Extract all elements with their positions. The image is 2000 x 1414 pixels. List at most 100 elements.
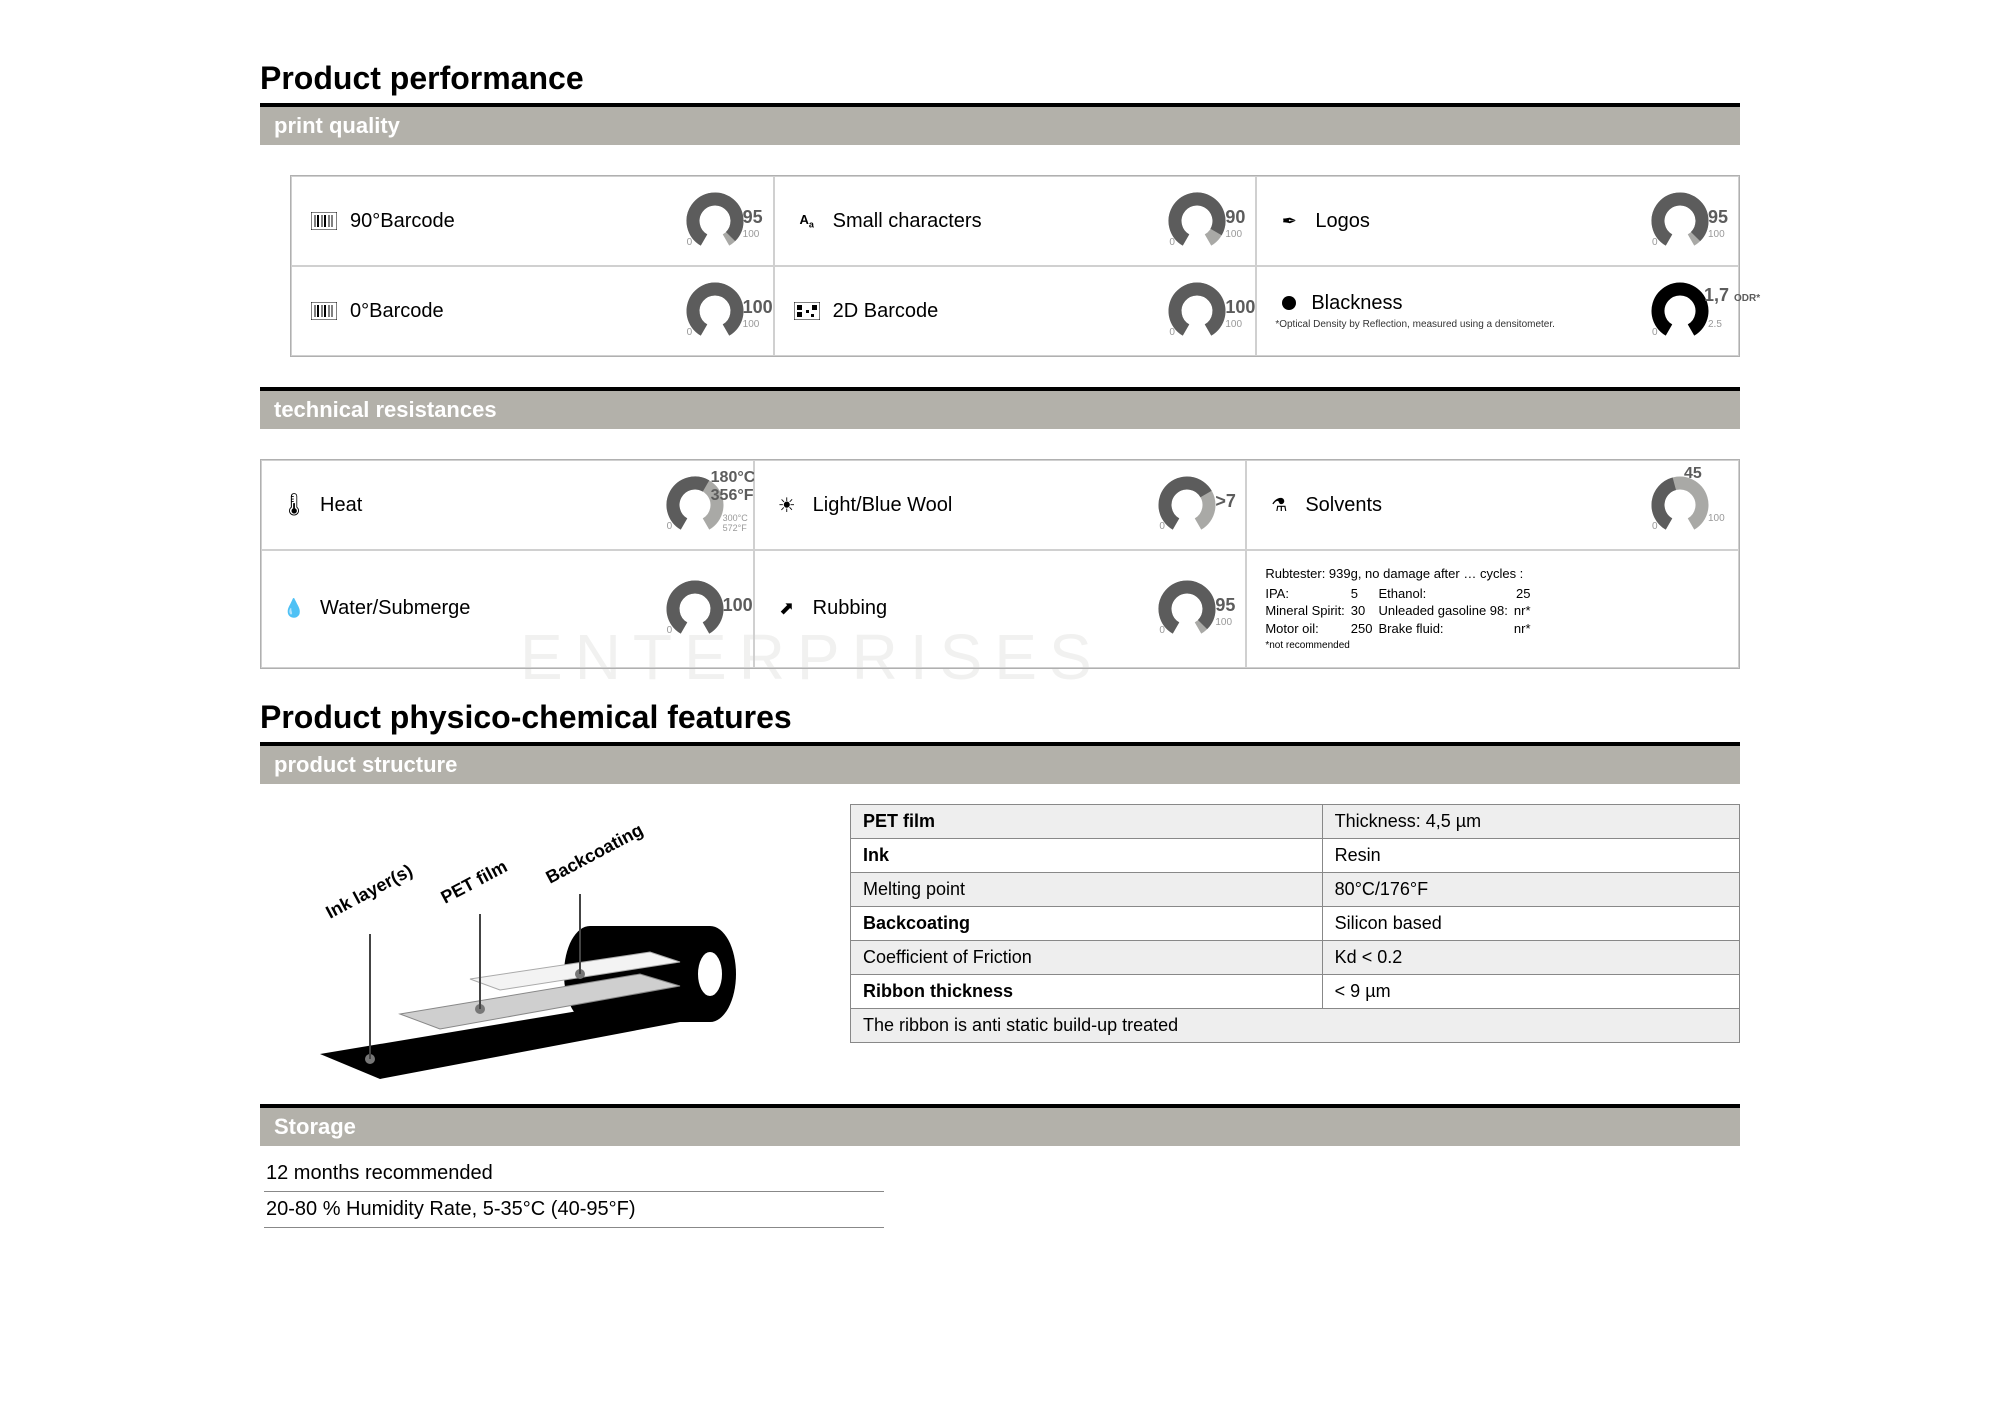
gauge-value: 95 [1215,595,1235,616]
gauge-value: 100 [743,297,773,318]
table-row: BackcoatingSilicon based [851,906,1740,940]
gauge: 1,7 ODR* 2.5 0 [1650,281,1720,341]
section-physico-title: Product physico-chemical features [260,699,1740,736]
gauge: 95 100 0 [1650,191,1720,251]
gauge-zero: 0 [1169,237,1175,248]
gauge-zero: 0 [1652,237,1658,248]
subheader-print-quality: print quality [260,107,1740,145]
gauge-value: 90 [1225,207,1245,228]
gauge-max: 100 [1225,319,1242,330]
rub-icon: ⬈ [773,598,801,620]
metric-label: Small characters [833,210,982,233]
table-row: InkResin [851,838,1740,872]
gauge: 95 100 0 [1157,579,1227,639]
storage-line: 20-80 % Humidity Rate, 5-35°C (40-95°F) [264,1192,884,1228]
gauge-zero: 0 [667,521,673,532]
sun-icon: ☀ [773,494,801,516]
section-performance-title: Product performance [260,60,1740,97]
cell: Kd < 0.2 [1322,940,1739,974]
metric-cell: 🌡 Heat 180°C356°F 300°C572°F 0 [261,460,754,550]
metric-label: Light/Blue Wool [813,494,953,517]
cell: Resin [1322,838,1739,872]
metric-label: Water/Submerge [320,597,470,620]
table-row: Coefficient of FrictionKd < 0.2 [851,940,1740,974]
diagram-label-pet: PET film [437,856,510,907]
gauge-zero: 0 [687,327,693,338]
metric-label: Logos [1315,210,1370,233]
barcode-icon [310,300,338,322]
metric-label: Rubbing [813,597,888,620]
metric-label: Blackness [1311,292,1402,315]
gauge: 100 100 0 [685,281,755,341]
metric-cell: Aa Small characters 90 100 0 [774,176,1257,266]
gauge-value: 95 [743,207,763,228]
solvent-table: IPA:5Ethanol:25Mineral Spirit:30Unleaded… [1265,585,1536,638]
ribbon-diagram: Ink layer(s) PET film Backcoating [260,804,820,1084]
metric-cell: Blackness *Optical Density by Reflection… [1256,266,1739,356]
print-quality-grid: 90°Barcode 95 100 0 Aa Small characters … [290,175,1740,357]
cell: 80°C/176°F [1322,872,1739,906]
metric-label: 90°Barcode [350,210,455,233]
gauge-zero: 0 [1652,327,1658,338]
gauge-max: 100 [743,229,760,240]
gauge: 90 100 0 [1167,191,1237,251]
gauge-value: 100 [1225,297,1255,318]
gauge-value: 45 [1684,465,1702,483]
metric-cell: 💧 Water/Submerge 100 0 [261,550,754,668]
spec-table: PET filmThickness: 4,5 µmInkResinMelting… [850,804,1740,1043]
storage-lines: 12 months recommended20-80 % Humidity Ra… [260,1146,1740,1228]
gauge-max: 100 [1225,229,1242,240]
metric-cell: 90°Barcode 95 100 0 [291,176,774,266]
solvent-detail-cell: Rubtester: 939g, no damage after … cycle… [1246,550,1739,668]
chars-icon: Aa [793,210,821,232]
metric-cell: 0°Barcode 100 100 0 [291,266,774,356]
gauge-value: >7 [1215,491,1236,512]
table-row: Ribbon thickness< 9 µm [851,974,1740,1008]
gauge-max: 300°C572°F [723,513,748,533]
solvent-text: Rubtester: 939g, no damage after … cycle… [1265,565,1536,653]
metric-label: Heat [320,494,362,517]
gauge-max: 100 [743,319,760,330]
gauge: 45 100 0 [1650,475,1720,535]
metric-label: Solvents [1305,494,1382,517]
cell: The ribbon is anti static build-up treat… [851,1008,1740,1042]
gauge-value: 100 [723,595,753,616]
logo-icon: ✒ [1275,210,1303,232]
subheader-tech-resist: technical resistances [260,391,1740,429]
gauge-max: 100 [1708,229,1725,240]
diagram-label-ink: Ink layer(s) [322,860,415,922]
gauge-value: 1,7 ODR* [1704,285,1760,306]
gauge: 100 0 [665,579,735,639]
cell: Melting point [851,872,1323,906]
subheader-storage: Storage [260,1108,1740,1146]
gauge-zero: 0 [687,237,693,248]
cell: Ink [851,838,1323,872]
diagram-label-back: Backcoating [542,819,646,887]
cell: Backcoating [851,906,1323,940]
metric-cell: ⚗ Solvents 45 100 0 [1246,460,1739,550]
gauge: 95 100 0 [685,191,755,251]
gauge: >7 0 [1157,475,1227,535]
cell: < 9 µm [1322,974,1739,1008]
subheader-structure: product structure [260,746,1740,784]
tech-resist-grid: 🌡 Heat 180°C356°F 300°C572°F 0 ☀ Light/B… [260,459,1740,669]
therm-icon: 🌡 [280,494,308,516]
metric-label: 2D Barcode [833,300,939,323]
metric-cell: ⬈ Rubbing 95 100 0 [754,550,1247,668]
drop-icon: 💧 [280,598,308,620]
table-row: The ribbon is anti static build-up treat… [851,1008,1740,1042]
gauge-zero: 0 [1159,521,1165,532]
cell: Thickness: 4,5 µm [1322,804,1739,838]
metric-label: 0°Barcode [350,300,444,323]
gauge: 180°C356°F 300°C572°F 0 [665,475,735,535]
metric-note: *Optical Density by Reflection, measured… [1275,319,1555,331]
gauge: 100 100 0 [1167,281,1237,341]
gauge-value: 95 [1708,207,1728,228]
qr-icon [793,300,821,322]
solvent-foot: *not recommended [1265,639,1536,653]
barcode-icon [310,210,338,232]
table-row: Melting point80°C/176°F [851,872,1740,906]
gauge-zero: 0 [1169,327,1175,338]
cell: Ribbon thickness [851,974,1323,1008]
gauge-zero: 0 [667,625,673,636]
